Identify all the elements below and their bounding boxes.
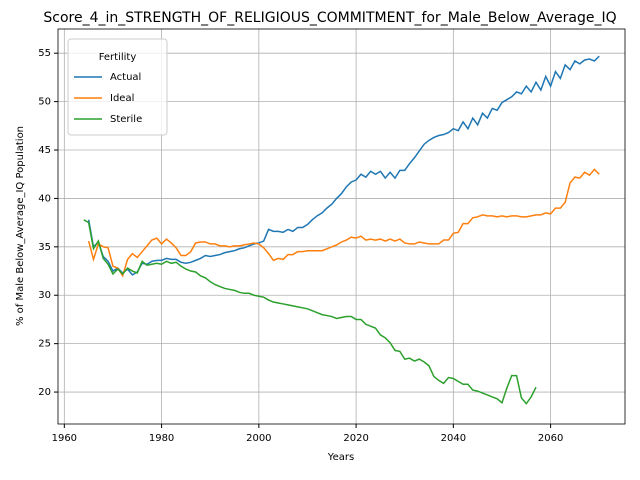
x-tick-label: 2060 bbox=[538, 433, 563, 444]
series-line bbox=[83, 219, 537, 405]
legend-label: Sterile bbox=[110, 114, 142, 125]
y-tick-label: 35 bbox=[38, 242, 51, 253]
legend-label: Ideal bbox=[110, 93, 134, 104]
x-tick-label: 2020 bbox=[343, 433, 368, 444]
x-tick-label: 1980 bbox=[149, 433, 174, 444]
chart-title: Score_4_in_STRENGTH_OF_RELIGIOUS_COMMITM… bbox=[43, 10, 616, 26]
axes-frame bbox=[57, 28, 626, 425]
y-tick-label: 40 bbox=[38, 193, 51, 204]
series-line bbox=[87, 168, 600, 278]
legend: Fertility Actual Ideal Sterile bbox=[67, 38, 168, 136]
legend-box bbox=[67, 38, 168, 136]
y-tick-label: 30 bbox=[38, 290, 51, 301]
x-tick-label: 2040 bbox=[441, 433, 466, 444]
y-tick-label: 25 bbox=[38, 339, 51, 350]
legend-label: Actual bbox=[110, 72, 141, 83]
y-axis-label: % of Male Below_Average_IQ Population bbox=[15, 126, 26, 326]
y-tick-label: 50 bbox=[38, 97, 51, 108]
y-tick-label: 20 bbox=[38, 387, 51, 398]
y-tick-label: 45 bbox=[38, 145, 51, 156]
x-tick-label: 2000 bbox=[246, 433, 271, 444]
series-line bbox=[87, 55, 600, 276]
x-axis-label: Years bbox=[327, 452, 354, 463]
x-tick-label: 1960 bbox=[52, 433, 77, 444]
y-tick-label: 55 bbox=[38, 48, 51, 59]
legend-title: Fertility bbox=[99, 52, 137, 63]
